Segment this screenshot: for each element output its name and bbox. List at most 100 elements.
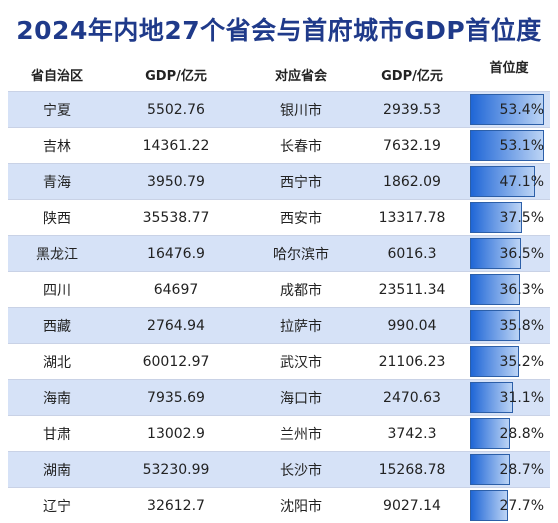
primacy-bar (470, 202, 522, 233)
capital-cell: 兰州市 (280, 426, 322, 443)
capital-cell: 武汉市 (280, 354, 322, 371)
primacy-cell: 27.7% (468, 488, 550, 523)
province-gdp-cell: 60012.97 (142, 353, 210, 370)
primacy-value: 27.7% (499, 497, 544, 514)
province-cell: 黑龙江 (36, 246, 78, 263)
primacy-cell: 35.8% (468, 308, 550, 343)
capital-gdp-cell: 2939.53 (383, 101, 441, 118)
province-cell: 宁夏 (43, 102, 71, 119)
province-cell: 海南 (43, 390, 71, 407)
province-cell: 湖南 (43, 462, 71, 479)
primacy-bar (470, 274, 520, 305)
province-cell: 青海 (43, 174, 71, 191)
header-primacy: 首位度 (489, 61, 529, 76)
table-row: 湖南 53230.99 长沙市 15268.78 28.7% (8, 451, 550, 487)
primacy-value: 28.7% (499, 461, 544, 478)
primacy-value: 47.1% (499, 173, 544, 190)
primacy-cell: 35.2% (468, 344, 550, 379)
capital-gdp-cell: 990.04 (387, 317, 437, 334)
capital-gdp-cell: 3742.3 (387, 425, 437, 442)
capital-gdp-cell: 6016.3 (387, 245, 437, 262)
province-cell: 西藏 (43, 318, 71, 335)
primacy-bar (470, 166, 535, 197)
header-capital-gdp: GDP/亿元 (381, 68, 443, 84)
province-cell: 甘肃 (43, 426, 71, 443)
capital-cell: 成都市 (280, 282, 322, 299)
capital-cell: 长春市 (280, 138, 322, 155)
province-gdp-cell: 64697 (153, 281, 199, 298)
province-gdp-cell: 3950.79 (147, 173, 205, 190)
table-row: 辽宁 32612.7 沈阳市 9027.14 27.7% (8, 487, 550, 523)
primacy-value: 31.1% (499, 389, 544, 406)
primacy-value: 36.3% (499, 281, 544, 298)
capital-cell: 西宁市 (280, 174, 322, 191)
primacy-cell: 31.1% (468, 380, 550, 415)
capital-cell: 长沙市 (280, 462, 322, 479)
header-province-gdp: GDP/亿元 (145, 68, 207, 84)
province-cell: 四川 (43, 282, 71, 299)
table-row: 甘肃 13002.9 兰州市 3742.3 28.8% (8, 415, 550, 451)
province-gdp-cell: 14361.22 (142, 137, 210, 154)
primacy-value: 37.5% (499, 209, 544, 226)
capital-gdp-cell: 23511.34 (378, 281, 446, 298)
capital-gdp-cell: 1862.09 (383, 173, 441, 190)
primacy-cell: 36.3% (468, 272, 550, 307)
table-row: 四川 64697 成都市 23511.34 36.3% (8, 271, 550, 307)
capital-cell: 银川市 (280, 102, 322, 119)
province-gdp-cell: 13002.9 (147, 425, 205, 442)
province-gdp-cell: 32612.7 (147, 497, 205, 514)
primacy-cell: 37.5% (468, 200, 550, 235)
primacy-value: 53.1% (499, 137, 544, 154)
province-gdp-cell: 5502.76 (147, 101, 205, 118)
primacy-cell: 28.8% (468, 416, 550, 451)
table-row: 西藏 2764.94 拉萨市 990.04 35.8% (8, 307, 550, 343)
capital-cell: 海口市 (280, 390, 322, 407)
province-gdp-cell: 16476.9 (147, 245, 205, 262)
province-cell: 湖北 (43, 354, 71, 371)
province-cell: 辽宁 (43, 498, 71, 515)
capital-gdp-cell: 9027.14 (383, 497, 441, 514)
primacy-cell: 47.1% (468, 164, 550, 199)
table-row: 陕西 35538.77 西安市 13317.78 37.5% (8, 199, 550, 235)
table-row: 湖北 60012.97 武汉市 21106.23 35.2% (8, 343, 550, 379)
capital-cell: 西安市 (280, 210, 322, 227)
capital-cell: 沈阳市 (280, 498, 322, 515)
primacy-bar (470, 454, 510, 485)
primacy-bar (470, 418, 510, 449)
primacy-bar (470, 310, 520, 341)
primacy-value: 35.2% (499, 353, 544, 370)
province-gdp-cell: 2764.94 (147, 317, 205, 334)
table-body: 宁夏 5502.76 银川市 2939.53 53.4% 吉林 14361.22 长春市 763… (8, 91, 550, 523)
table-row: 海南 7935.69 海口市 2470.63 31.1% (8, 379, 550, 415)
primacy-value: 35.8% (499, 317, 544, 334)
primacy-value: 36.5% (499, 245, 544, 262)
primacy-cell: 53.4% (468, 92, 550, 127)
table-row: 宁夏 5502.76 银川市 2939.53 53.4% (8, 91, 550, 127)
primacy-bar (470, 130, 544, 161)
primacy-value: 28.8% (499, 425, 544, 442)
primacy-bar (470, 490, 508, 521)
capital-gdp-cell: 15268.78 (378, 461, 446, 478)
table-row: 青海 3950.79 西宁市 1862.09 47.1% (8, 163, 550, 199)
table-row: 黑龙江 16476.9 哈尔滨市 6016.3 36.5% (8, 235, 550, 271)
capital-cell: 哈尔滨市 (273, 246, 329, 263)
province-gdp-cell: 7935.69 (147, 389, 205, 406)
province-gdp-cell: 35538.77 (142, 209, 210, 226)
page-title: 2024年内地27个省会与首府城市GDP首位度 (16, 16, 542, 45)
province-gdp-cell: 53230.99 (142, 461, 210, 478)
header-province: 省自治区 (30, 68, 83, 84)
capital-gdp-cell: 13317.78 (378, 209, 446, 226)
capital-gdp-cell: 2470.63 (383, 389, 441, 406)
capital-gdp-cell: 21106.23 (378, 353, 446, 370)
province-cell: 陕西 (43, 210, 71, 227)
table-row: 吉林 14361.22 长春市 7632.19 53.1% (8, 127, 550, 163)
primacy-cell: 36.5% (468, 236, 550, 271)
capital-gdp-cell: 7632.19 (383, 137, 441, 154)
primacy-bar (470, 94, 544, 125)
table-header: 省自治区 GDP/亿元 对应省会 GDP/亿元 首位度 (8, 57, 550, 91)
primacy-cell: 53.1% (468, 128, 550, 163)
header-capital: 对应省会 (274, 68, 327, 84)
primacy-bar (470, 346, 519, 377)
province-cell: 吉林 (43, 138, 71, 155)
primacy-value: 53.4% (499, 101, 544, 118)
